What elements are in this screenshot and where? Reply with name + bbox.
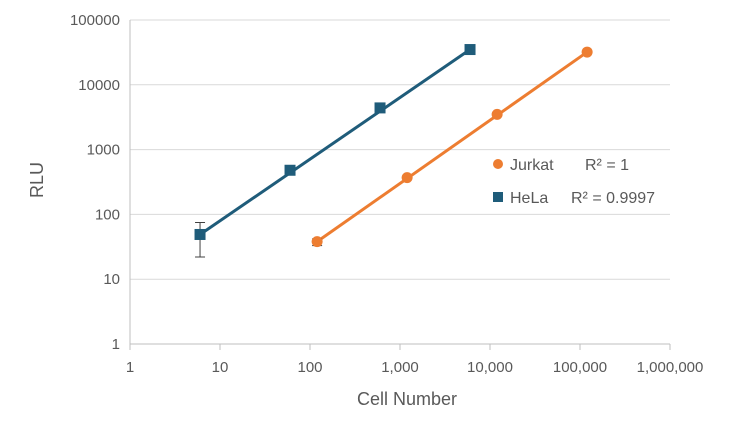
legend-jurkat-marker (493, 159, 503, 169)
axes: 1 10 100 1000 10000 100000 1 10 100 1,000 10,000 10… (70, 12, 703, 376)
hela-point (194, 228, 206, 240)
y-tick-label: 10 (103, 271, 120, 288)
jurkat-point (311, 236, 323, 248)
x-tick-label: 10 (212, 359, 229, 376)
hela-trendline (199, 48, 471, 236)
y-axis-title: RLU (27, 162, 47, 198)
legend-jurkat-label: Jurkat (510, 157, 554, 174)
y-tick-label: 1000 (87, 142, 120, 159)
x-tick-label: 100,000 (553, 359, 607, 376)
legend-jurkat-r2: R² = 1 (585, 157, 629, 174)
hela-point (464, 44, 476, 56)
y-tick-label: 1 (112, 336, 120, 353)
x-tick-label: 1 (126, 359, 134, 376)
y-tick-label: 10000 (78, 77, 120, 94)
x-tick-label: 1,000 (381, 359, 419, 376)
legend-hela-label: HeLa (510, 190, 548, 207)
series-layer (194, 44, 593, 258)
legend: Jurkat R² = 1 HeLa R² = 0.9997 (493, 157, 655, 207)
jurkat-trendline (316, 50, 588, 243)
legend-hela-r2: R² = 0.9997 (571, 190, 655, 207)
jurkat-point (491, 108, 503, 120)
jurkat-point (581, 46, 593, 58)
x-tick-label: 10,000 (467, 359, 513, 376)
y-tick-label: 100 (95, 206, 120, 223)
gridlines (130, 19, 670, 280)
x-axis-title: Cell Number (357, 389, 457, 409)
legend-hela-marker (493, 192, 503, 202)
y-tick-label: 100000 (70, 12, 120, 29)
x-tick-label: 1,000,000 (637, 359, 704, 376)
hela-point (374, 102, 386, 114)
hela-point (284, 164, 296, 176)
x-tick-label: 100 (297, 359, 322, 376)
jurkat-point (401, 172, 413, 184)
